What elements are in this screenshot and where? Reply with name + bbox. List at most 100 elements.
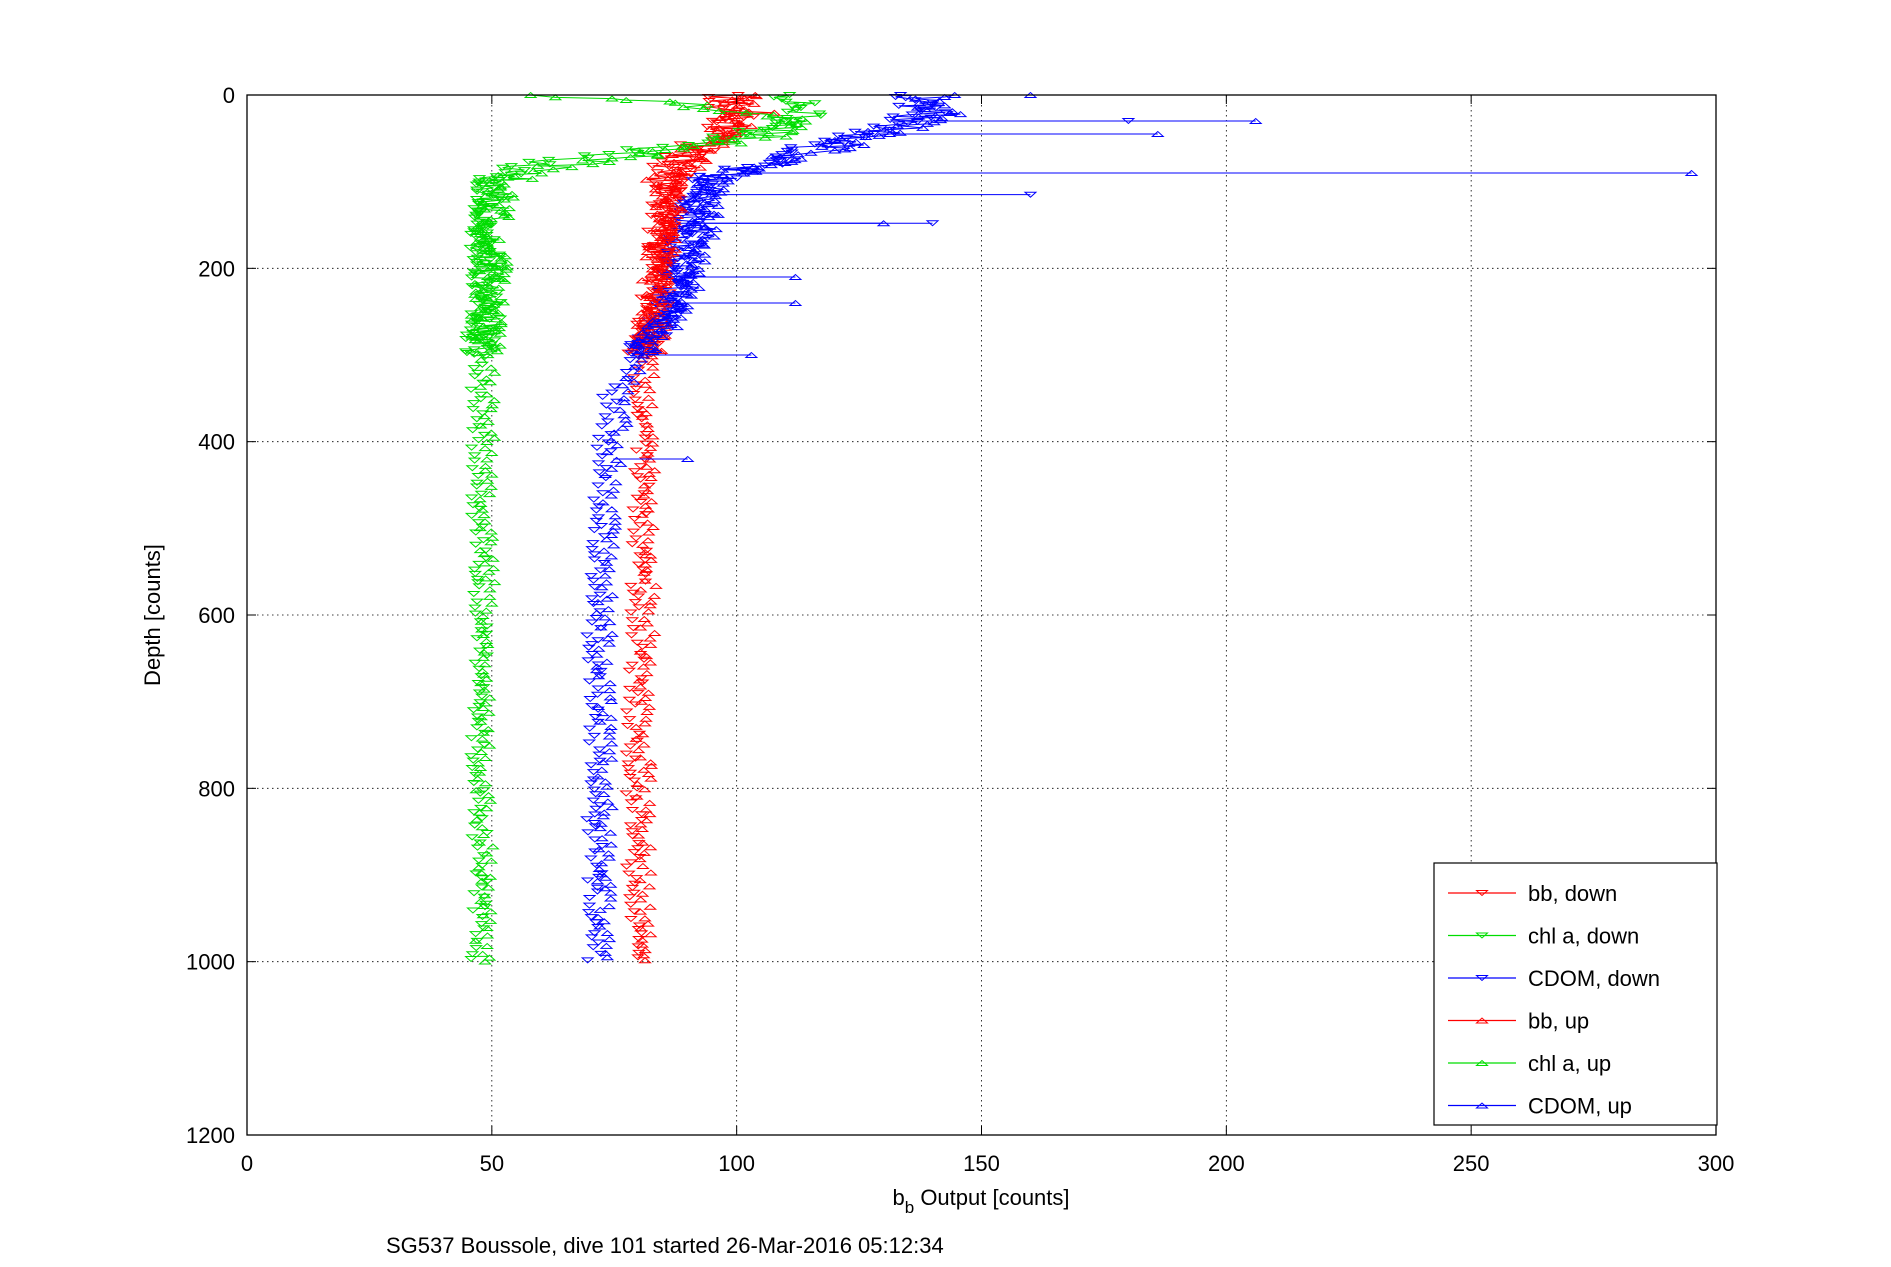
data-point [943, 109, 957, 116]
data-point [690, 255, 705, 262]
data-point [596, 759, 610, 766]
data-point [475, 875, 490, 882]
x-axis-label-rest: Output [counts] [914, 1185, 1069, 1210]
data-point [467, 346, 482, 353]
data-point [468, 570, 483, 578]
data-point [662, 219, 676, 227]
data-point [658, 146, 672, 153]
data-point [702, 229, 717, 236]
data-point [581, 657, 595, 664]
data-point [603, 895, 618, 902]
data-point [650, 151, 665, 158]
data-point [487, 434, 502, 441]
data-point [470, 598, 484, 605]
data-point [635, 839, 650, 846]
data-point [471, 797, 486, 804]
data-point [494, 319, 508, 326]
data-point [655, 225, 670, 232]
data-point [673, 187, 688, 195]
data-point [599, 402, 614, 409]
data-point [633, 463, 648, 470]
data-point [697, 242, 712, 249]
data-point [632, 936, 646, 943]
data-point [472, 809, 487, 816]
data-point [953, 110, 968, 118]
data-point [629, 149, 643, 156]
data-point [480, 340, 495, 347]
data-point [647, 592, 662, 599]
data-point [473, 718, 488, 725]
data-point [590, 888, 605, 895]
data-point [504, 163, 519, 170]
data-point [604, 740, 619, 747]
data-point [478, 192, 493, 199]
data-point [730, 175, 744, 182]
data-point [764, 161, 779, 169]
data-point [641, 425, 655, 433]
data-point [747, 100, 761, 107]
data-point [600, 418, 615, 425]
data-point [464, 956, 478, 963]
data-point [674, 237, 689, 244]
data-point [474, 356, 488, 363]
data-point [506, 194, 521, 201]
data-point [470, 254, 485, 261]
data-point [597, 790, 611, 798]
data-point [775, 161, 790, 168]
data-point [713, 114, 728, 122]
data-point [644, 498, 659, 505]
data-point [674, 305, 688, 312]
data-point [476, 729, 491, 736]
data-point [638, 947, 652, 954]
data-point [591, 685, 605, 692]
data-point [650, 169, 665, 176]
data-point [665, 223, 680, 230]
data-point [592, 469, 607, 476]
data-point [478, 445, 492, 452]
legend-item-chl-a-up: chl a, up [1448, 1051, 1611, 1076]
data-point [476, 654, 491, 661]
data-point [602, 158, 617, 165]
data-point [635, 890, 650, 897]
data-point [491, 284, 506, 291]
data-point [628, 396, 643, 403]
data-point [933, 117, 948, 124]
data-point [683, 209, 698, 216]
legend-item-cdom-down: CDOM, down [1448, 966, 1660, 991]
data-point [624, 799, 639, 806]
chart-caption: SG537 Boussole, dive 101 started 26-Mar-… [386, 1233, 944, 1258]
data-point [779, 133, 793, 140]
data-point [649, 204, 663, 211]
data-point [465, 834, 479, 841]
data-point [482, 297, 497, 304]
data-point [590, 444, 604, 451]
data-point [679, 282, 693, 289]
data-point [598, 572, 612, 579]
data-point [586, 540, 600, 547]
data-point [478, 306, 493, 313]
data-point [641, 608, 656, 615]
data-point [692, 153, 706, 161]
data-point [484, 303, 499, 310]
data-point [637, 569, 651, 576]
data-point [604, 553, 619, 560]
data-point [684, 286, 699, 293]
data-point [596, 499, 610, 506]
data-point [622, 716, 637, 723]
data-point [472, 583, 486, 590]
legend: bb, down chl a, down CDOM, down bb, up chl a… [1433, 862, 1718, 1126]
data-point [650, 210, 665, 217]
data-point [590, 651, 604, 658]
data-point [465, 951, 480, 958]
data-point [474, 304, 488, 311]
data-point [470, 775, 485, 782]
data-point [598, 471, 612, 479]
data-point [470, 635, 484, 642]
data-point [883, 116, 897, 124]
data-layer [458, 91, 1699, 965]
data-point [657, 296, 672, 303]
legend-label: chl a, down [1528, 924, 1639, 949]
data-point [608, 513, 623, 520]
outlier-point [1150, 130, 1165, 137]
data-point [648, 184, 663, 191]
